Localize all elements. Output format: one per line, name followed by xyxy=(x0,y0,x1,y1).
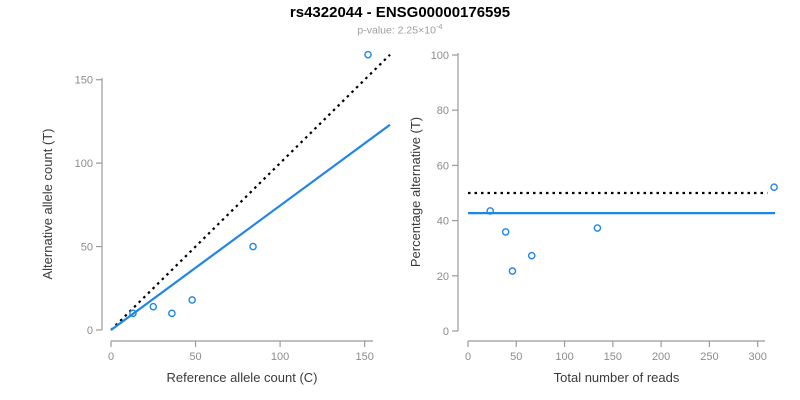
data-point xyxy=(364,50,372,59)
data-point xyxy=(770,183,778,192)
percentage-scatter-panel: 0 50 100 150 200 250 300 Total number of reads 0… xyxy=(408,50,778,385)
x-tick-label: 150 xyxy=(604,351,622,363)
y-tick-label: 60 xyxy=(437,160,449,172)
x-tick-label: 250 xyxy=(700,351,718,363)
x-tick-label: 300 xyxy=(749,351,767,363)
x-tick-label: 150 xyxy=(355,351,373,363)
y-tick-label: 0 xyxy=(443,326,449,338)
y-axis-title: Alternative allele count (T) xyxy=(40,128,55,279)
y-tick-label: 100 xyxy=(431,50,449,62)
pvalue-exponent: -4 xyxy=(435,22,443,31)
pvalue-text: p-value: 2.25×10 xyxy=(357,24,436,37)
y-tick-label: 80 xyxy=(437,105,449,117)
x-axis-title: Total number of reads xyxy=(554,370,680,385)
data-point xyxy=(501,228,510,236)
data-point xyxy=(593,224,602,232)
y-tick-label: 150 xyxy=(75,75,93,87)
y-axis-title: Percentage alternative (T) xyxy=(408,117,423,267)
x-tick-label: 100 xyxy=(555,351,573,363)
y-tick-label: 20 xyxy=(437,271,449,283)
x-tick-label: 50 xyxy=(189,351,201,363)
data-point xyxy=(508,267,517,275)
figure-title: rs4322044 - ENSG00000176595 xyxy=(289,4,511,21)
figure-subtitle: p-value: 2.25×10-4 xyxy=(0,22,800,37)
y-tick-label: 100 xyxy=(75,158,93,170)
data-point xyxy=(188,296,196,304)
x-tick-label: 50 xyxy=(510,351,522,363)
data-point xyxy=(527,251,536,260)
y-tick-label: 40 xyxy=(437,216,449,228)
data-point xyxy=(168,309,176,318)
data-point xyxy=(149,302,158,311)
regression-line xyxy=(110,123,391,331)
figure-header: rs4322044 - ENSG00000176595 p-value: 2.2… xyxy=(0,0,800,37)
x-tick-label: 100 xyxy=(271,351,289,363)
x-tick-label: 200 xyxy=(652,351,670,363)
data-point xyxy=(486,207,495,215)
data-point xyxy=(129,309,137,318)
data-point xyxy=(249,242,257,251)
x-axis-title: Reference allele count (C) xyxy=(166,370,317,385)
allele-count-scatter-panel: 0 50 100 150 Reference allele count (C) 0 50 10… xyxy=(40,50,391,385)
y-tick-label: 0 xyxy=(87,325,93,337)
y-tick-label: 50 xyxy=(81,242,93,254)
identity-line xyxy=(110,53,391,331)
x-tick-label: 0 xyxy=(108,351,114,363)
x-tick-label: 0 xyxy=(465,351,471,363)
